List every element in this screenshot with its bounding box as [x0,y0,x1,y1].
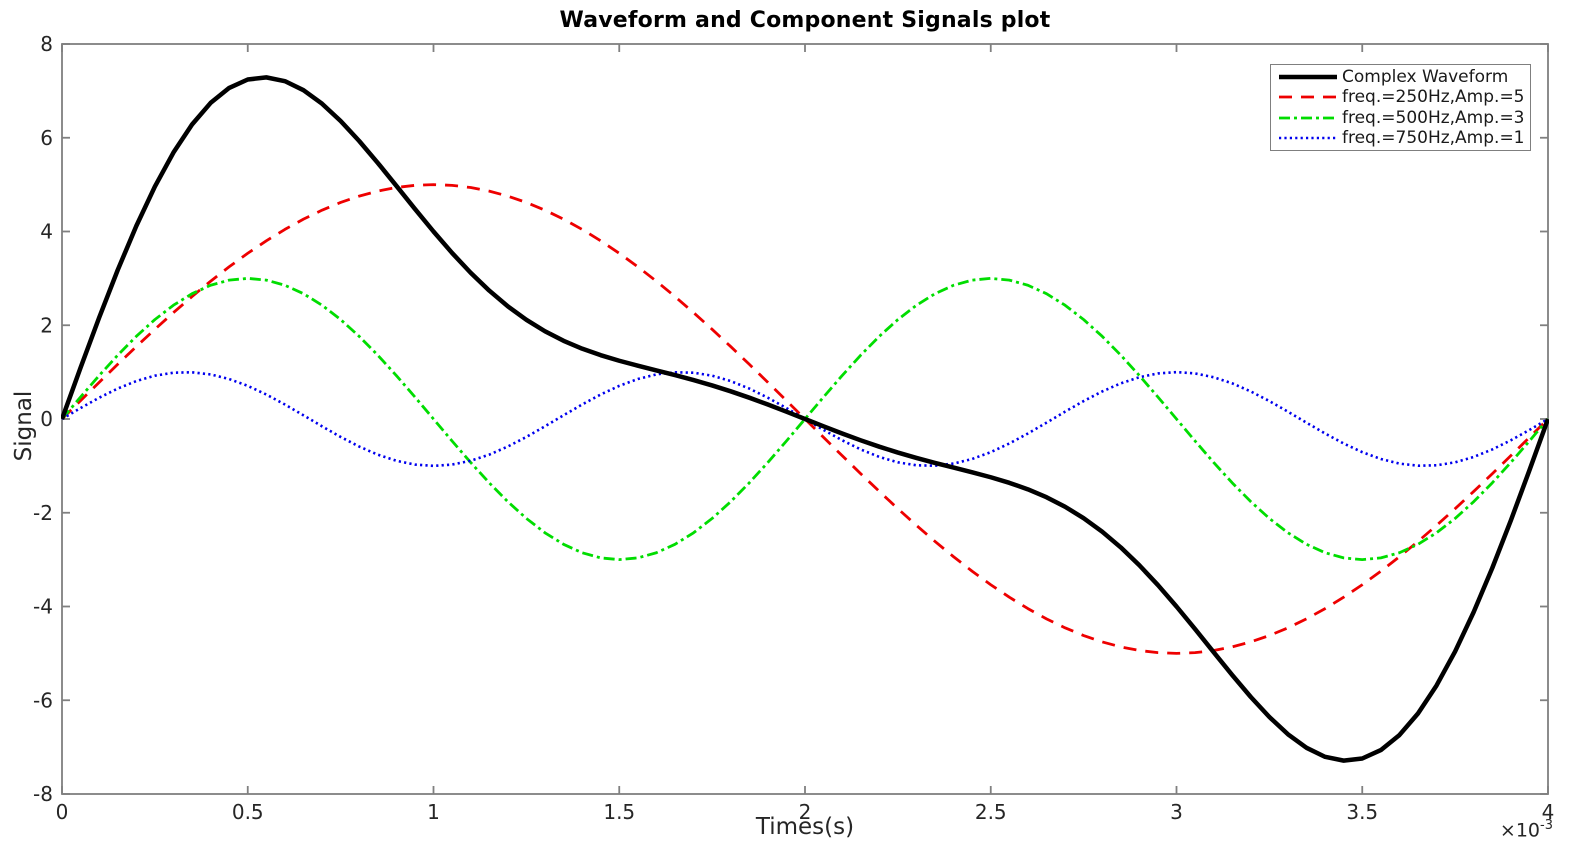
legend-line-sample-solid [1279,74,1337,80]
legend: Complex Waveform freq.=250Hz,Amp.=5 freq.=… [1270,64,1531,151]
x-tick-label: 2.5 [975,800,1007,824]
legend-label: freq.=500Hz,Amp.=3 [1342,107,1525,128]
x-tick-label: 4 [1542,800,1555,824]
legend-line-sample-dashed [1279,95,1337,99]
y-tick-label: 2 [40,313,53,337]
series-line-freq-500hz-amp-3 [61,276,1549,562]
x-tick-label: 0.5 [232,800,264,824]
x-axis-exponent: ×10-3 [1500,818,1553,841]
y-tick-label: 4 [40,220,53,244]
series-line-freq-250hz-amp-5 [61,183,1549,655]
x-exponent-base: ×10 [1499,819,1541,842]
legend-label: Complex Waveform [1342,67,1509,88]
series-line-freq-750hz-amp-1 [61,370,1549,468]
legend-line-sample-dotted [1279,136,1337,140]
legend-label: freq.=250Hz,Amp.=5 [1342,87,1525,108]
legend-item: freq.=750Hz,Amp.=1 [1278,128,1526,148]
series-line-complex-waveform [61,75,1549,763]
chart-title: Waveform and Component Signals plot [559,8,1051,33]
x-tick-label: 0 [56,800,69,824]
legend-item: freq.=250Hz,Amp.=5 [1278,87,1526,107]
legend-item: Complex Waveform [1278,67,1526,87]
y-tick-label: -6 [33,688,53,712]
y-tick-label: 6 [40,126,53,150]
y-tick-label: 0 [40,407,53,431]
x-exponent-power: -3 [1540,818,1553,833]
x-tick-label: 3 [1170,800,1183,824]
y-tick-label: 8 [40,32,53,56]
legend-label: freq.=750Hz,Amp.=1 [1342,127,1525,148]
legend-line-sample-dashdot [1279,116,1337,119]
x-tick-label: 3.5 [1346,800,1378,824]
y-tick-label: -2 [33,501,53,525]
legend-item: freq.=500Hz,Amp.=3 [1278,108,1526,128]
x-tick-label: 1.5 [603,800,635,824]
x-tick-label: 2 [799,800,812,824]
y-tick-label: -8 [33,782,53,806]
x-axis-label: Times(s) [755,814,855,840]
y-axis-label: Signal [11,390,37,462]
x-tick-label: 1 [427,800,440,824]
y-tick-label: -4 [33,595,53,619]
